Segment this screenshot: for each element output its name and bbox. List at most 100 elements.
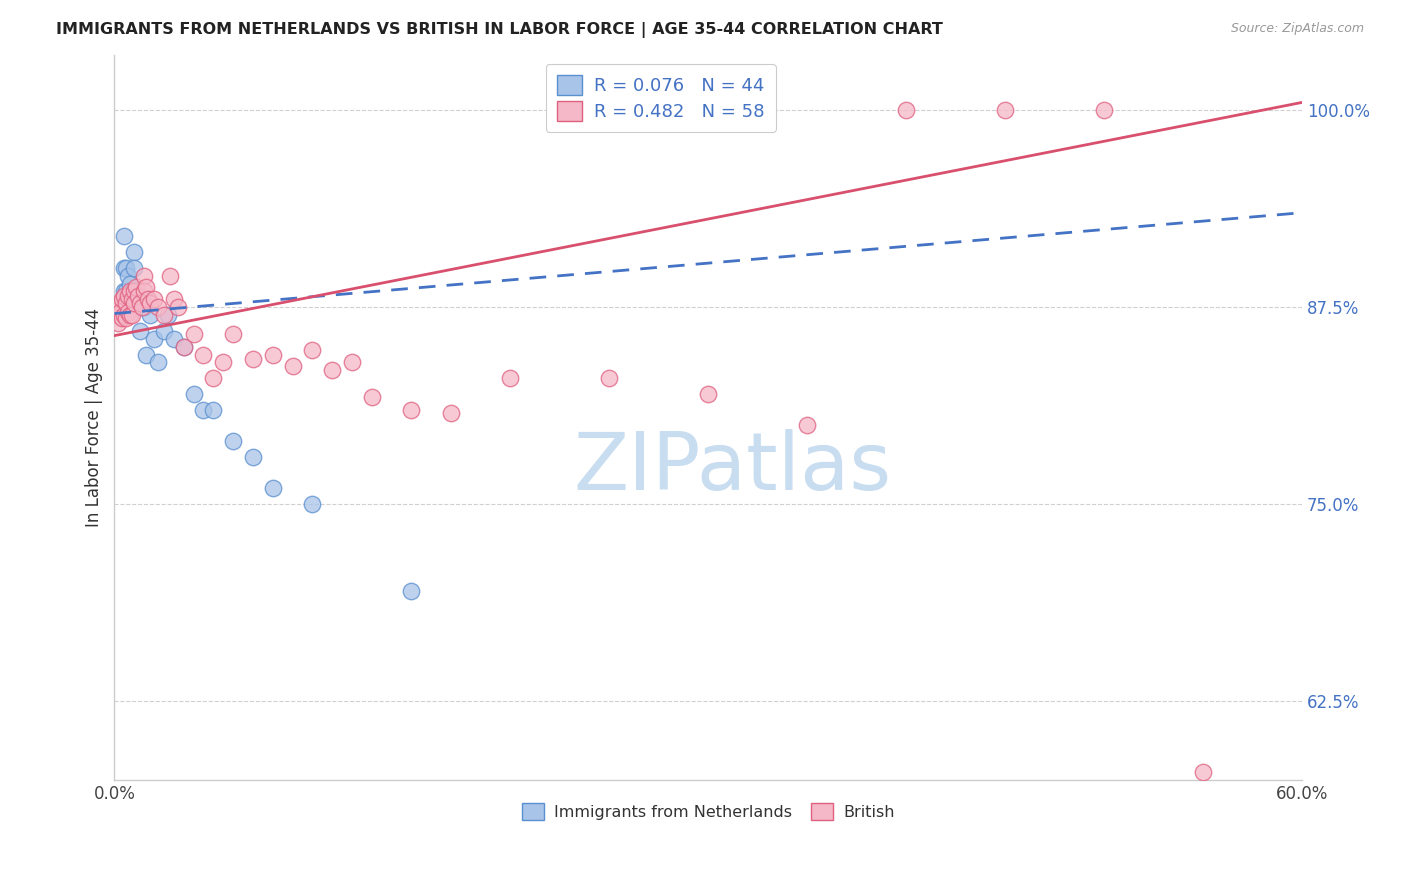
Y-axis label: In Labor Force | Age 35-44: In Labor Force | Age 35-44 xyxy=(86,308,103,527)
Point xyxy=(139,308,162,322)
Point xyxy=(107,300,129,314)
Point xyxy=(321,363,343,377)
Point xyxy=(107,300,129,314)
Point xyxy=(127,300,149,314)
Point xyxy=(107,300,129,314)
Point xyxy=(110,300,132,314)
Point xyxy=(112,260,135,275)
Point xyxy=(212,355,235,369)
Point xyxy=(202,402,225,417)
Point xyxy=(697,387,720,401)
Point xyxy=(598,371,620,385)
Point xyxy=(121,300,143,314)
Legend: Immigrants from Netherlands, British: Immigrants from Netherlands, British xyxy=(516,797,901,826)
Point xyxy=(440,406,463,420)
Point xyxy=(401,402,423,417)
Point xyxy=(120,300,142,314)
Point xyxy=(115,295,138,310)
Point xyxy=(131,300,153,314)
Point xyxy=(122,245,145,260)
Point xyxy=(1192,765,1215,780)
Point xyxy=(121,285,143,299)
Point xyxy=(163,293,186,307)
Point xyxy=(115,311,138,326)
Point xyxy=(107,300,129,314)
Point xyxy=(121,308,143,322)
Point xyxy=(153,308,176,322)
Point xyxy=(139,295,162,310)
Point xyxy=(222,434,245,449)
Point xyxy=(122,285,145,299)
Point xyxy=(193,402,215,417)
Point xyxy=(360,390,382,404)
Point xyxy=(117,289,139,303)
Point xyxy=(173,340,195,354)
Point xyxy=(110,295,132,310)
Point xyxy=(129,324,152,338)
Point xyxy=(107,300,129,314)
Point xyxy=(202,371,225,385)
Point xyxy=(183,326,205,341)
Point xyxy=(499,371,522,385)
Point xyxy=(262,347,284,361)
Point xyxy=(110,300,132,314)
Point xyxy=(242,450,264,464)
Point xyxy=(129,295,152,310)
Point xyxy=(896,103,918,118)
Point xyxy=(112,308,135,322)
Point xyxy=(111,300,134,314)
Point xyxy=(120,277,142,291)
Point xyxy=(136,293,159,307)
Point xyxy=(112,289,135,303)
Point xyxy=(107,300,129,314)
Point xyxy=(107,308,129,322)
Point xyxy=(117,268,139,283)
Point xyxy=(122,293,145,307)
Point xyxy=(193,347,215,361)
Point xyxy=(111,293,134,307)
Point xyxy=(146,300,169,314)
Point xyxy=(120,285,142,299)
Point xyxy=(117,293,139,307)
Point xyxy=(111,300,134,314)
Point xyxy=(796,418,818,433)
Point xyxy=(121,293,143,307)
Point xyxy=(173,340,195,354)
Point xyxy=(163,332,186,346)
Text: ZIPatlas: ZIPatlas xyxy=(572,429,891,508)
Point xyxy=(131,293,153,307)
Point xyxy=(107,316,129,330)
Point xyxy=(183,387,205,401)
Point xyxy=(994,103,1017,118)
Point xyxy=(127,289,149,303)
Point xyxy=(166,300,188,314)
Point xyxy=(132,268,155,283)
Point xyxy=(112,229,135,244)
Point xyxy=(111,311,134,326)
Point xyxy=(115,260,138,275)
Point xyxy=(112,285,135,299)
Point xyxy=(143,293,166,307)
Point xyxy=(281,359,304,373)
Point xyxy=(401,583,423,598)
Point xyxy=(301,497,323,511)
Point xyxy=(143,332,166,346)
Text: Source: ZipAtlas.com: Source: ZipAtlas.com xyxy=(1230,22,1364,36)
Point xyxy=(117,305,139,319)
Point xyxy=(125,279,148,293)
Point xyxy=(222,326,245,341)
Point xyxy=(115,285,138,299)
Point xyxy=(301,343,323,357)
Text: IMMIGRANTS FROM NETHERLANDS VS BRITISH IN LABOR FORCE | AGE 35-44 CORRELATION CH: IMMIGRANTS FROM NETHERLANDS VS BRITISH I… xyxy=(56,22,943,38)
Point xyxy=(135,279,157,293)
Point xyxy=(120,308,142,322)
Point xyxy=(159,268,181,283)
Point xyxy=(110,305,132,319)
Point xyxy=(146,355,169,369)
Point xyxy=(132,285,155,299)
Point xyxy=(122,295,145,310)
Point xyxy=(156,308,179,322)
Point xyxy=(122,260,145,275)
Point xyxy=(153,324,176,338)
Point xyxy=(340,355,363,369)
